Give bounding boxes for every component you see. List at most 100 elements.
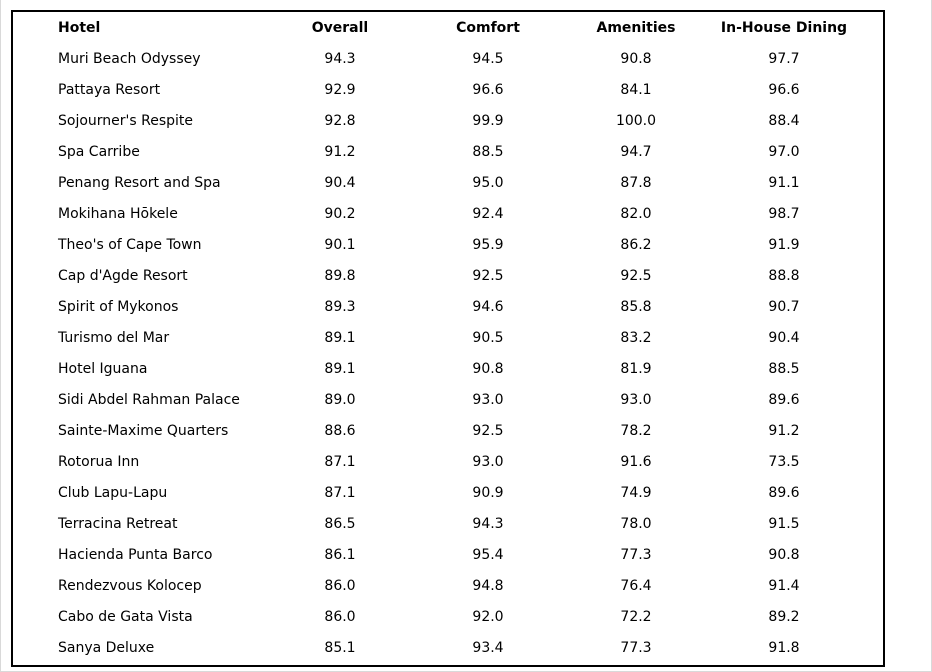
score-cell: 97.7 xyxy=(768,50,800,67)
score-cell: 93.0 xyxy=(472,454,504,471)
score-cell: 87.1 xyxy=(324,485,356,502)
table-row: Hacienda Punta Barco 86.1 95.4 77.3 90.8 xyxy=(13,540,858,571)
table-row: Club Lapu-Lapu 87.1 90.9 74.9 89.6 xyxy=(13,478,858,509)
score-cell: 89.0 xyxy=(324,392,356,409)
header-row: Hotel Overall Comfort Amenities In-House Din… xyxy=(13,12,858,43)
column-header-amenities: Amenities xyxy=(596,19,676,36)
score-cell: 73.5 xyxy=(768,454,800,471)
hotel-name-cell: Cap d'Agde Resort xyxy=(58,267,188,284)
score-cell: 86.0 xyxy=(324,609,356,626)
score-cell: 89.1 xyxy=(324,329,356,346)
score-cell: 87.1 xyxy=(324,454,356,471)
score-cell: 92.9 xyxy=(324,81,356,98)
score-cell: 96.6 xyxy=(472,81,504,98)
score-cell: 95.0 xyxy=(472,174,504,191)
table-row: Mokihana Hōkele 90.2 92.4 82.0 98.7 xyxy=(13,198,858,229)
score-cell: 93.0 xyxy=(472,392,504,409)
hotel-name-cell: Rendezvous Kolocep xyxy=(58,578,202,595)
score-cell: 94.5 xyxy=(472,50,504,67)
score-cell: 88.5 xyxy=(472,143,504,160)
table-row: Rendezvous Kolocep 86.0 94.8 76.4 91.4 xyxy=(13,571,858,602)
score-cell: 95.9 xyxy=(472,236,504,253)
hotel-name-cell: Sidi Abdel Rahman Palace xyxy=(58,392,240,409)
score-cell: 90.1 xyxy=(324,236,356,253)
score-cell: 76.4 xyxy=(620,578,652,595)
table-row: Spa Carribe 91.2 88.5 94.7 97.0 xyxy=(13,136,858,167)
score-cell: 90.8 xyxy=(472,361,504,378)
table-row: Cap d'Agde Resort 89.8 92.5 92.5 88.8 xyxy=(13,260,858,291)
score-cell: 89.1 xyxy=(324,361,356,378)
score-cell: 94.6 xyxy=(472,298,504,315)
score-cell: 91.4 xyxy=(768,578,800,595)
score-cell: 92.5 xyxy=(472,423,504,440)
score-cell: 89.6 xyxy=(768,392,800,409)
score-cell: 94.7 xyxy=(620,143,652,160)
score-cell: 87.8 xyxy=(620,174,652,191)
score-cell: 85.8 xyxy=(620,298,652,315)
score-cell: 94.8 xyxy=(472,578,504,595)
score-cell: 81.9 xyxy=(620,361,652,378)
score-cell: 92.4 xyxy=(472,205,504,222)
score-cell: 92.8 xyxy=(324,112,356,129)
score-cell: 90.4 xyxy=(768,329,800,346)
score-cell: 89.2 xyxy=(768,609,800,626)
score-cell: 96.6 xyxy=(768,81,800,98)
score-cell: 92.5 xyxy=(472,267,504,284)
table-row: Penang Resort and Spa 90.4 95.0 87.8 91.1 xyxy=(13,167,858,198)
score-cell: 88.6 xyxy=(324,423,356,440)
score-cell: 95.4 xyxy=(472,547,504,564)
score-cell: 97.0 xyxy=(768,143,800,160)
score-cell: 92.0 xyxy=(472,609,504,626)
score-cell: 90.8 xyxy=(620,50,652,67)
hotel-name-cell: Sanya Deluxe xyxy=(58,640,155,657)
score-cell: 91.6 xyxy=(620,454,652,471)
score-cell: 89.6 xyxy=(768,485,800,502)
score-cell: 77.3 xyxy=(620,547,652,564)
score-cell: 91.9 xyxy=(768,236,800,253)
hotel-name-cell: Muri Beach Odyssey xyxy=(58,50,201,67)
table-row: Sainte-Maxime Quarters 88.6 92.5 78.2 91.2 xyxy=(13,416,858,447)
score-cell: 88.5 xyxy=(768,361,800,378)
hotel-name-cell: Sainte-Maxime Quarters xyxy=(58,423,229,440)
score-cell: 90.8 xyxy=(768,547,800,564)
score-cell: 99.9 xyxy=(472,112,504,129)
score-cell: 91.2 xyxy=(324,143,356,160)
score-cell: 94.3 xyxy=(324,50,356,67)
score-cell: 100.0 xyxy=(615,112,657,129)
table-row: Turismo del Mar 89.1 90.5 83.2 90.4 xyxy=(13,322,858,353)
score-cell: 90.2 xyxy=(324,205,356,222)
table-row: Hotel Iguana 89.1 90.8 81.9 88.5 xyxy=(13,354,858,385)
hotel-name-cell: Mokihana Hōkele xyxy=(58,205,178,222)
score-cell: 86.1 xyxy=(324,547,356,564)
score-cell: 77.3 xyxy=(620,640,652,657)
hotel-name-cell: Cabo de Gata Vista xyxy=(58,609,193,626)
score-cell: 91.1 xyxy=(768,174,800,191)
score-cell: 91.8 xyxy=(768,640,800,657)
hotel-name-cell: Penang Resort and Spa xyxy=(58,174,221,191)
score-cell: 90.5 xyxy=(472,329,504,346)
table-row: Theo's of Cape Town 90.1 95.9 86.2 91.9 xyxy=(13,229,858,260)
score-cell: 86.0 xyxy=(324,578,356,595)
score-cell: 84.1 xyxy=(620,81,652,98)
hotel-name-cell: Sojourner's Respite xyxy=(58,112,194,129)
column-header-overall: Overall xyxy=(311,19,369,36)
score-cell: 85.1 xyxy=(324,640,356,657)
score-cell: 82.0 xyxy=(620,205,652,222)
table-row: Spirit of Mykonos 89.3 94.6 85.8 90.7 xyxy=(13,291,858,322)
hotel-name-cell: Terracina Retreat xyxy=(58,516,178,533)
score-cell: 88.4 xyxy=(768,112,800,129)
score-cell: 89.8 xyxy=(324,267,356,284)
score-cell: 86.2 xyxy=(620,236,652,253)
table-row: Muri Beach Odyssey 94.3 94.5 90.8 97.7 xyxy=(13,43,858,74)
score-cell: 88.8 xyxy=(768,267,800,284)
column-header-hotel: Hotel xyxy=(58,19,101,36)
hotel-name-cell: Rotorua Inn xyxy=(58,454,140,471)
score-cell: 74.9 xyxy=(620,485,652,502)
column-header-in-house-dining: In-House Dining xyxy=(720,19,848,36)
score-cell: 72.2 xyxy=(620,609,652,626)
table-row: Sidi Abdel Rahman Palace 89.0 93.0 93.0 89.6 xyxy=(13,385,858,416)
score-cell: 89.3 xyxy=(324,298,356,315)
table-row: Pattaya Resort 92.9 96.6 84.1 96.6 xyxy=(13,74,858,105)
hotel-name-cell: Hotel Iguana xyxy=(58,361,148,378)
